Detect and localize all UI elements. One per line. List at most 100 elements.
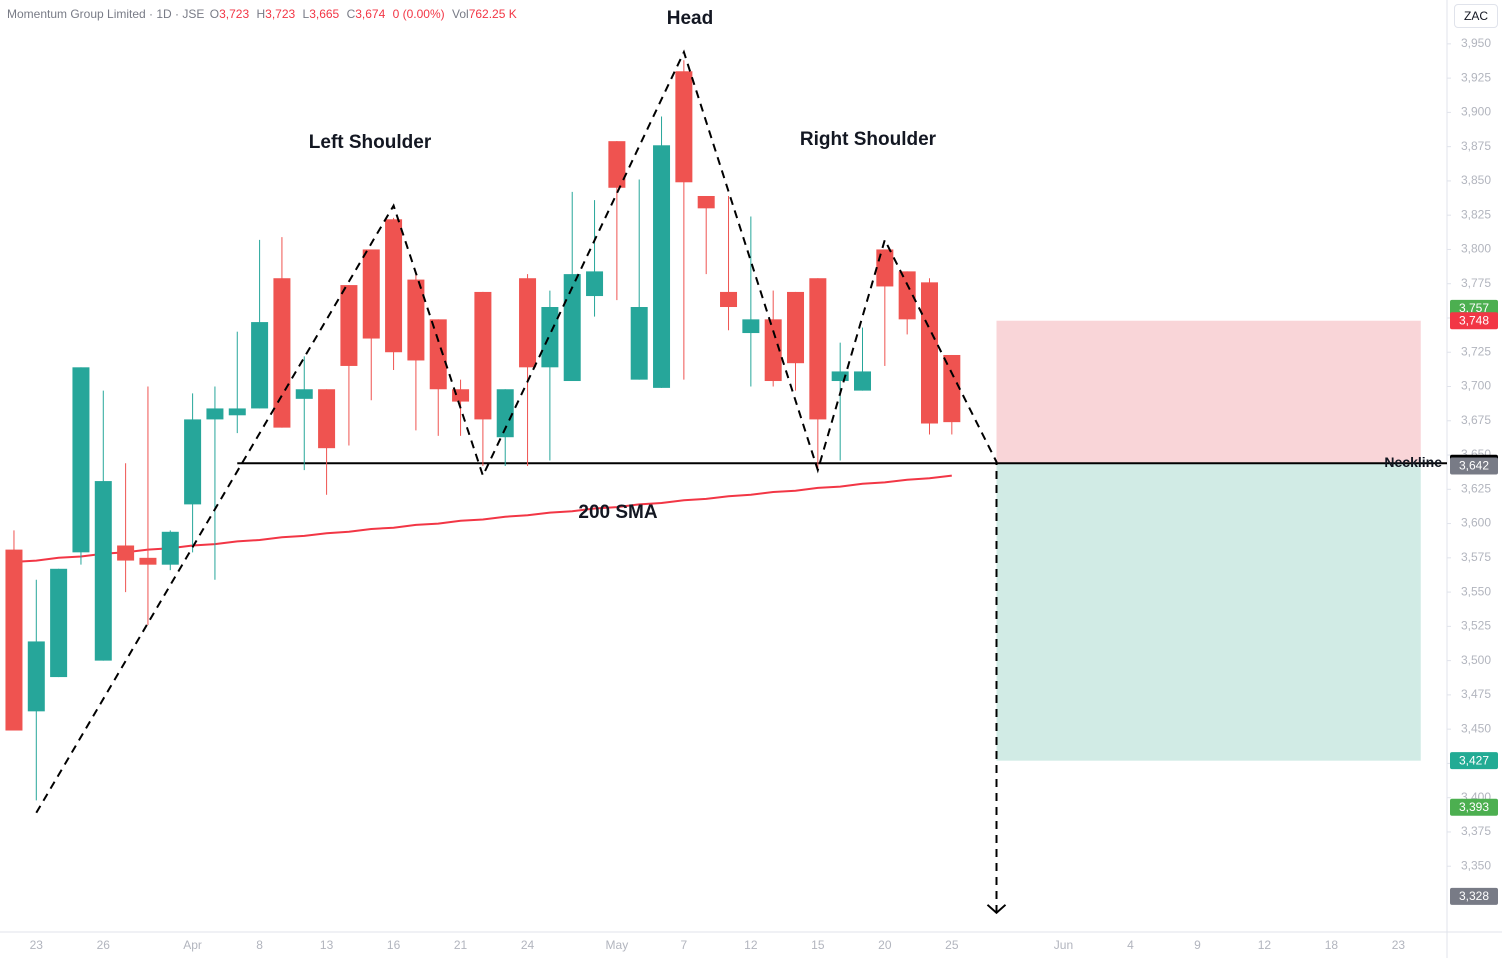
candle-body bbox=[943, 354, 961, 423]
x-tick-label: 16 bbox=[387, 938, 401, 952]
y-tick-label: 3,550 bbox=[1461, 584, 1491, 598]
x-tick-label: 20 bbox=[878, 938, 892, 952]
candle-body bbox=[720, 291, 738, 308]
x-tick-label: 4 bbox=[1127, 938, 1134, 952]
y-tick-label: 3,700 bbox=[1461, 379, 1491, 393]
candle-body bbox=[50, 568, 68, 678]
candle-body bbox=[742, 319, 760, 334]
candle-body bbox=[251, 322, 269, 409]
x-tick-label: 23 bbox=[1392, 938, 1406, 952]
y-tick-label: 3,950 bbox=[1461, 36, 1491, 50]
y-tick-label: 3,625 bbox=[1461, 481, 1491, 495]
symbol: Momentum Group Limited · 1D · JSE bbox=[7, 7, 205, 21]
candle-body bbox=[630, 307, 648, 380]
candle-body bbox=[5, 549, 23, 731]
y-tick-label: 3,450 bbox=[1461, 721, 1491, 735]
x-tick-label: 21 bbox=[454, 938, 468, 952]
high-value: 3,723 bbox=[265, 7, 296, 21]
y-tick-label: 3,675 bbox=[1461, 413, 1491, 427]
x-tick-label: 25 bbox=[945, 938, 959, 952]
price-tag-label: 3,427 bbox=[1459, 753, 1489, 767]
price-tag bbox=[1450, 312, 1498, 330]
x-tick-label: 13 bbox=[320, 938, 334, 952]
y-tick-label: 3,875 bbox=[1461, 139, 1491, 153]
x-tick-label: 12 bbox=[744, 938, 758, 952]
candle-body bbox=[94, 481, 112, 661]
price-tag-label: 3,328 bbox=[1459, 889, 1489, 903]
candle-body bbox=[184, 419, 202, 505]
candle-body bbox=[340, 285, 358, 366]
arrow-head bbox=[986, 904, 1007, 915]
close-label: C bbox=[346, 7, 356, 21]
low-value: 3,665 bbox=[309, 7, 340, 21]
x-tick-label: 24 bbox=[521, 938, 535, 952]
y-tick-label: 3,475 bbox=[1461, 687, 1491, 701]
open-value: 3,723 bbox=[219, 7, 250, 21]
y-tick-label: 3,575 bbox=[1461, 550, 1491, 564]
candle-body bbox=[653, 145, 671, 388]
candle-body bbox=[295, 389, 313, 399]
candle-body bbox=[854, 371, 872, 391]
candle-body bbox=[385, 219, 403, 353]
x-tick-label: 9 bbox=[1194, 938, 1201, 952]
currency-button[interactable]: ZAC bbox=[1454, 4, 1498, 28]
candle-body bbox=[318, 389, 336, 449]
sma-label: 200 SMA bbox=[578, 502, 657, 523]
y-tick-label: 3,500 bbox=[1461, 653, 1491, 667]
candle-body bbox=[496, 389, 514, 438]
candle-body bbox=[362, 249, 380, 339]
y-tick-label: 3,925 bbox=[1461, 70, 1491, 84]
candle-body bbox=[898, 271, 916, 320]
y-tick-label: 3,825 bbox=[1461, 207, 1491, 221]
candle-body bbox=[920, 282, 938, 424]
x-tick-label: 26 bbox=[97, 938, 111, 952]
neckline-label: Neckline bbox=[1384, 454, 1442, 470]
x-tick-label: Apr bbox=[183, 938, 202, 952]
candle-body bbox=[228, 408, 246, 416]
pattern-label: Head bbox=[667, 8, 713, 29]
candle-body bbox=[541, 307, 559, 368]
y-tick-label: 3,725 bbox=[1461, 344, 1491, 358]
candle-body bbox=[697, 195, 715, 209]
y-tick-label: 3,900 bbox=[1461, 105, 1491, 119]
low-label: L bbox=[302, 7, 310, 21]
volume-label: Vol bbox=[452, 7, 469, 21]
candle-body bbox=[675, 71, 693, 183]
y-tick-label: 3,375 bbox=[1461, 824, 1491, 838]
x-tick-label: May bbox=[606, 938, 629, 952]
x-tick-label: 7 bbox=[681, 938, 688, 952]
pattern-label: Right Shoulder bbox=[800, 129, 937, 150]
y-tick-label: 3,525 bbox=[1461, 619, 1491, 633]
candle-body bbox=[407, 279, 425, 361]
x-tick-label: 18 bbox=[1325, 938, 1339, 952]
candle-body bbox=[809, 278, 827, 420]
x-tick-label: 8 bbox=[256, 938, 263, 952]
y-tick-label: 3,350 bbox=[1461, 858, 1491, 872]
x-tick-label: 12 bbox=[1258, 938, 1272, 952]
high-label: H bbox=[256, 7, 266, 21]
price-tag-label: 3,393 bbox=[1459, 800, 1489, 814]
candle-body bbox=[831, 371, 849, 382]
candle-body bbox=[117, 545, 135, 561]
candle-body bbox=[563, 274, 581, 382]
y-tick-label: 3,850 bbox=[1461, 173, 1491, 187]
price-tag-label: 3,642 bbox=[1459, 459, 1489, 473]
x-tick-label: Jun bbox=[1054, 938, 1073, 952]
candle-body bbox=[764, 319, 782, 382]
price-tag-label: 3,748 bbox=[1459, 313, 1489, 327]
sma-line bbox=[13, 474, 952, 563]
pattern-line bbox=[35, 49, 998, 913]
y-tick-label: 3,800 bbox=[1461, 242, 1491, 256]
x-tick-label: 23 bbox=[30, 938, 44, 952]
candle-body bbox=[139, 557, 157, 565]
close-value: 3,674 bbox=[355, 7, 386, 21]
target-zone bbox=[996, 463, 1421, 761]
candle-body bbox=[474, 291, 492, 420]
candle-body bbox=[876, 249, 894, 287]
candle-body bbox=[787, 291, 805, 364]
candle-body bbox=[586, 271, 604, 297]
candle-body bbox=[72, 367, 90, 553]
price-tag bbox=[1450, 752, 1498, 770]
